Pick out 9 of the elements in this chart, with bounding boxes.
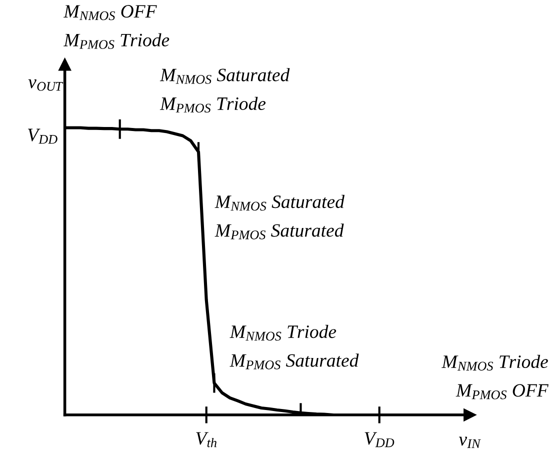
y-axis-title: v$_{OUT}$ — [28, 79, 64, 91]
x-axis-title: v$_{IN}$ — [458, 436, 481, 448]
text: V$_{DD}$ — [28, 128, 58, 144]
text: M$_{NMOS}$ Triode M$_{PMOS}$ OFF — [442, 354, 549, 400]
x-tick-label: V$_{th}$ — [196, 432, 216, 448]
text: M$_{NMOS}$ Triode M$_{PMOS}$ Saturated — [230, 324, 359, 370]
text: M$_{NMOS}$ Saturated M$_{PMOS}$ Triode — [160, 68, 290, 113]
text: M$_{NMOS}$ OFF M$_{PMOS}$ Triode — [63, 5, 170, 49]
text: M$_{NMOS}$ Saturated M$_{PMOS}$ Saturated — [214, 194, 345, 240]
